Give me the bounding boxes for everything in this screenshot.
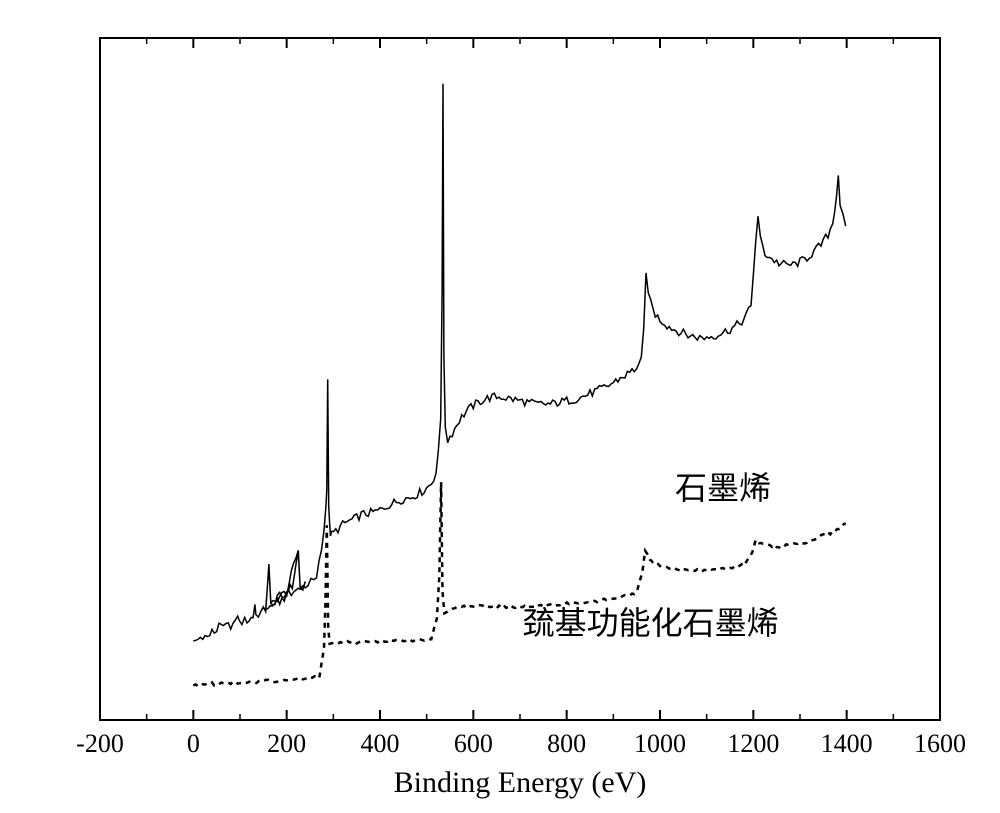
plot-frame [100,38,940,720]
x-axis-label: Binding Energy (eV) [394,766,647,799]
xps-spectrum-chart: -200 0 200 400 600 800 1000 1200 1400 1600 Binding… [0,0,1000,813]
series-graphene [193,482,845,686]
x-tick-label: 0 [187,729,200,758]
series-label-graphene: 石墨烯 [675,470,771,506]
x-tick-label: 600 [454,729,493,758]
series-label-thiol-functionalized-graphene: 巯基功能化石墨烯 [523,605,779,641]
x-tick-label: -200 [76,729,124,758]
x-tick-label: 800 [547,729,586,758]
x-tick-label: 1200 [727,729,779,758]
x-tick-label: 400 [361,729,400,758]
x-tick-label: 200 [267,729,306,758]
x-tick-label: 1400 [821,729,873,758]
x-tick-label: 1600 [914,729,966,758]
series-thiol-functionalized-graphene [193,84,845,641]
x-tick-label: 1000 [634,729,686,758]
